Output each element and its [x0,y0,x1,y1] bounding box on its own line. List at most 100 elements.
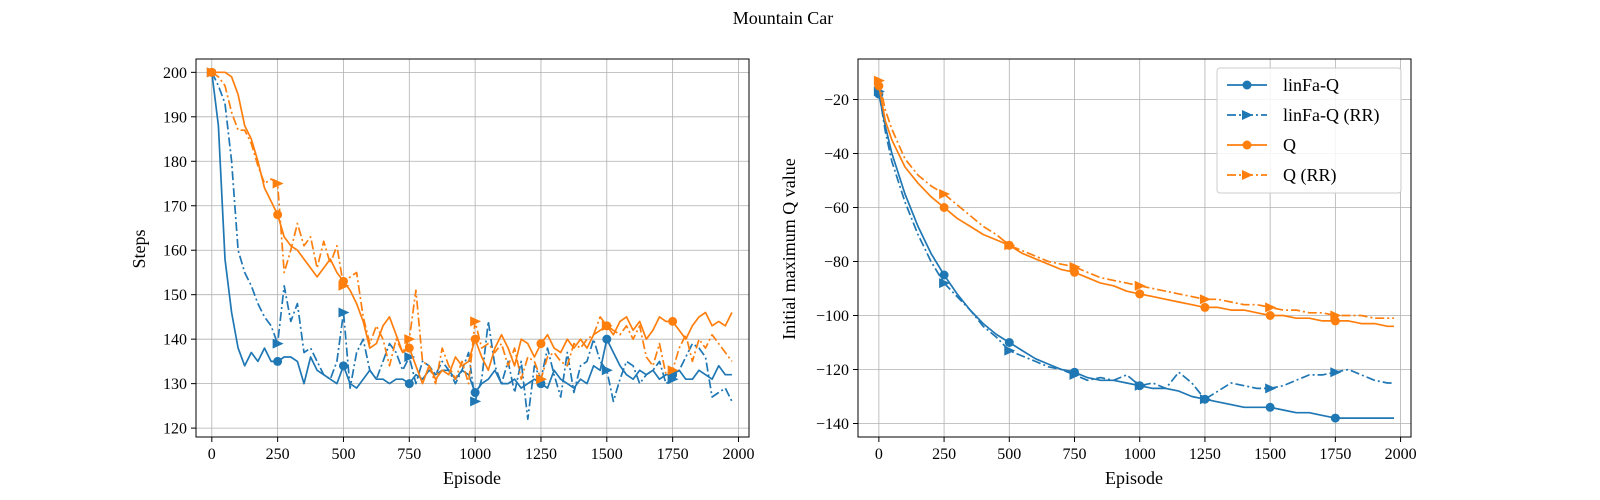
q-series-q-rr-marker [873,75,885,86]
q-y-tick-label: −80 [824,254,849,271]
steps-series-linfa-q-marker [602,334,612,344]
q-series-q-rr-marker [1004,240,1016,251]
q-series-linfa-q-line [878,93,1394,419]
legend-entry-q-label: Q [1283,135,1296,155]
steps-series-q-rr-marker [338,280,350,291]
q-series-linfa-q-rr-marker [1134,380,1146,391]
steps-series-q-rr-marker [404,334,416,345]
q-x-tick-label: 2000 [1385,446,1417,463]
steps-series-linfa-q-marker [338,361,348,371]
q-y-tick-label: −40 [824,146,849,163]
legend-entry-q-rr-marker [1242,170,1253,180]
figure-title: Mountain Car [733,8,834,28]
steps-series-q-rr-marker [601,320,613,331]
q-series-linfa-q-rr-marker [939,278,951,289]
steps-series-linfa-q-rr-marker [272,338,284,349]
steps-x-axis-label: Episode [443,468,501,488]
steps-series-linfa-q-rr-marker [338,307,350,318]
q-series-linfa-q-marker [939,270,949,280]
q-x-tick-label: 1500 [1254,446,1286,463]
steps-y-tick-label: 120 [163,421,187,438]
steps-series-q [207,67,733,385]
steps-x-tick-label: 1500 [591,446,623,463]
steps-series-linfa-q-marker [404,379,414,389]
steps-series-q-marker [536,339,546,349]
steps-series-linfa-q-rr-marker [470,396,482,407]
steps-series-q-marker [668,316,678,326]
steps-x-tick-label: 1250 [525,446,557,463]
steps-series-linfa-q-rr [206,67,733,421]
steps-series-q-rr-marker [206,67,218,78]
legend-entry-linfa-q-marker [1242,80,1252,90]
q-series-q-rr-marker [1069,261,1081,272]
steps-x-tick-label: 750 [397,446,421,463]
steps-y-tick-label: 200 [163,65,187,82]
q-x-tick-label: 0 [875,446,883,463]
q-x-tick-label: 1250 [1189,446,1221,463]
steps-series-q-marker [404,343,414,353]
q-x-tick-label: 250 [932,446,956,463]
q-series-q-marker [1135,289,1145,299]
steps-series-q-rr-marker [272,178,284,189]
legend-entry-q-marker [1242,140,1252,150]
q-y-axis-label: Initial maximum Q value [779,158,799,339]
steps-series-linfa-q [207,67,732,398]
q-y-tick-label: −120 [816,362,849,379]
q-series-linfa-q-marker [1330,413,1340,423]
steps-series-linfa-q-rr-marker [667,374,679,385]
steps-y-tick-label: 130 [163,376,187,393]
steps-x-tick-label: 2000 [722,446,754,463]
steps-y-tick-label: 190 [163,109,187,126]
q-series-q-rr-marker [939,189,951,199]
q-series-linfa-q-rr-marker [1265,383,1277,394]
steps-series-linfa-q-marker [273,356,283,366]
q-series-q-rr-marker [1134,280,1146,291]
steps-axes-frame [195,58,750,438]
q-series-q-rr-marker [1199,294,1211,305]
steps-y-tick-label: 160 [163,243,187,260]
q-series-q-marker [1200,302,1210,312]
steps-y-axis-label: Steps [129,229,149,268]
q-x-axis-label: Episode [1105,468,1163,488]
q-series-q-rr-marker [1330,310,1342,321]
steps-chart-panel: Episode Steps 0 250 500 750 1000 1250 1500 1750… [129,58,754,488]
q-series-q-marker [1265,311,1275,320]
steps-y-tick-label: 150 [163,287,187,304]
steps-x-tick-label: 1750 [657,446,689,463]
q-series-linfa-q-rr-line [878,91,1394,401]
steps-series-linfa-q-rr-marker [601,365,613,376]
q-series-q-rr-line [878,80,1394,320]
steps-series-q-marker [273,210,283,220]
legend: linFa-Q linFa-Q (RR) Q Q (RR) [1216,67,1402,194]
q-series-linfa-q-rr-marker [1199,394,1211,405]
legend-entry-q-rr: Q (RR) [1227,165,1337,186]
q-axes-frame [857,58,1412,438]
steps-series-linfa-q-rr-marker [404,351,416,362]
q-x-tick-label: 500 [997,446,1021,463]
steps-series-q-rr [206,67,733,385]
steps-x-tick-label: 1000 [459,446,491,463]
q-y-tick-label: −20 [824,92,849,109]
steps-x-tick-label: 500 [331,446,355,463]
legend-entry-linfa-q-rr-label: linFa-Q (RR) [1283,105,1380,126]
legend-entry-q: Q [1227,135,1296,155]
q-series-q-rr-marker [1265,302,1277,313]
q-series-q-line [878,85,1394,328]
q-y-tick-label: −60 [824,200,849,217]
q-x-tick-label: 750 [1063,446,1087,463]
steps-y-tick-label: 180 [163,154,187,171]
steps-x-tick-label: 0 [208,446,216,463]
q-series-q-rr [873,75,1394,321]
legend-entry-linfa-q: linFa-Q [1227,75,1339,95]
q-series-linfa-q-rr-marker [1330,367,1342,378]
q-series-linfa-q-marker [1004,338,1014,347]
q-series-linfa-q-rr-marker [1004,345,1016,356]
steps-y-tick-label: 170 [163,198,187,215]
q-y-tick-label: −100 [816,308,849,325]
steps-series-q-rr-marker [470,316,482,327]
legend-entry-linfa-q-rr: linFa-Q (RR) [1227,105,1380,126]
q-series-linfa-q-rr-marker [1069,369,1081,380]
legend-box [1216,67,1402,194]
q-x-tick-label: 1750 [1319,446,1351,463]
